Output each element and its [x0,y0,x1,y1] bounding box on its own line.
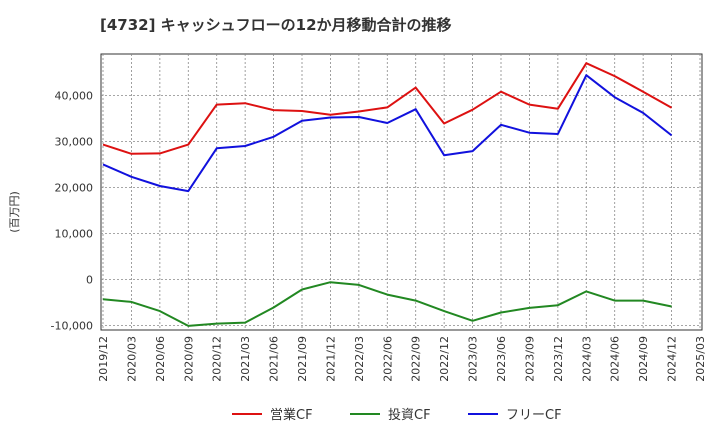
x-tick-label: 2024/12 [666,336,679,382]
y-tick-label: 30,000 [55,135,94,148]
x-tick-label: 2020/06 [154,336,167,382]
x-tick-label: 2023/12 [552,336,565,382]
x-tick-label: 2024/03 [580,336,593,382]
plot-area [100,53,703,331]
y-tick-label: 10,000 [55,227,94,240]
x-tick-label: 2021/09 [296,336,309,382]
y-tick-label: -10,000 [51,319,93,332]
y-tick-label: 0 [86,273,93,286]
x-tick-label: 2021/12 [324,336,337,382]
x-tick-label: 2023/03 [467,336,480,382]
y-axis-label: (百万円) [8,191,21,233]
series-line-フリーCF [102,74,673,193]
x-tick-label: 2020/09 [182,336,195,382]
legend-label: 営業CF [270,407,313,423]
x-tick-label: 2023/06 [495,336,508,382]
series-line-営業CF [102,62,673,155]
x-tick-label: 2024/09 [637,336,650,382]
series-line-投資CF [102,281,672,327]
y-tick-label: 40,000 [55,89,94,102]
x-tick-label: 2022/06 [381,336,394,382]
x-tick-label: 2024/06 [609,336,622,382]
x-tick-label: 2021/06 [268,336,281,382]
x-tick-label: 2021/03 [239,336,252,382]
x-tick-label: 2020/12 [211,336,224,382]
x-tick-label: 2022/03 [353,336,366,382]
x-tick-label: 2025/03 [694,336,707,382]
x-tick-label: 2023/09 [523,336,536,382]
legend-label: 投資CF [388,407,431,423]
x-tick-label: 2019/12 [97,336,110,382]
legend-label: フリーCF [506,408,562,423]
x-tick-label: 2022/09 [410,336,423,382]
y-tick-label: 20,000 [55,181,94,194]
x-tick-label: 2020/03 [125,336,138,382]
x-tick-label: 2022/12 [438,336,451,382]
chart-title: [4732] キャッシュフローの12か月移動合計の推移 [100,16,452,34]
